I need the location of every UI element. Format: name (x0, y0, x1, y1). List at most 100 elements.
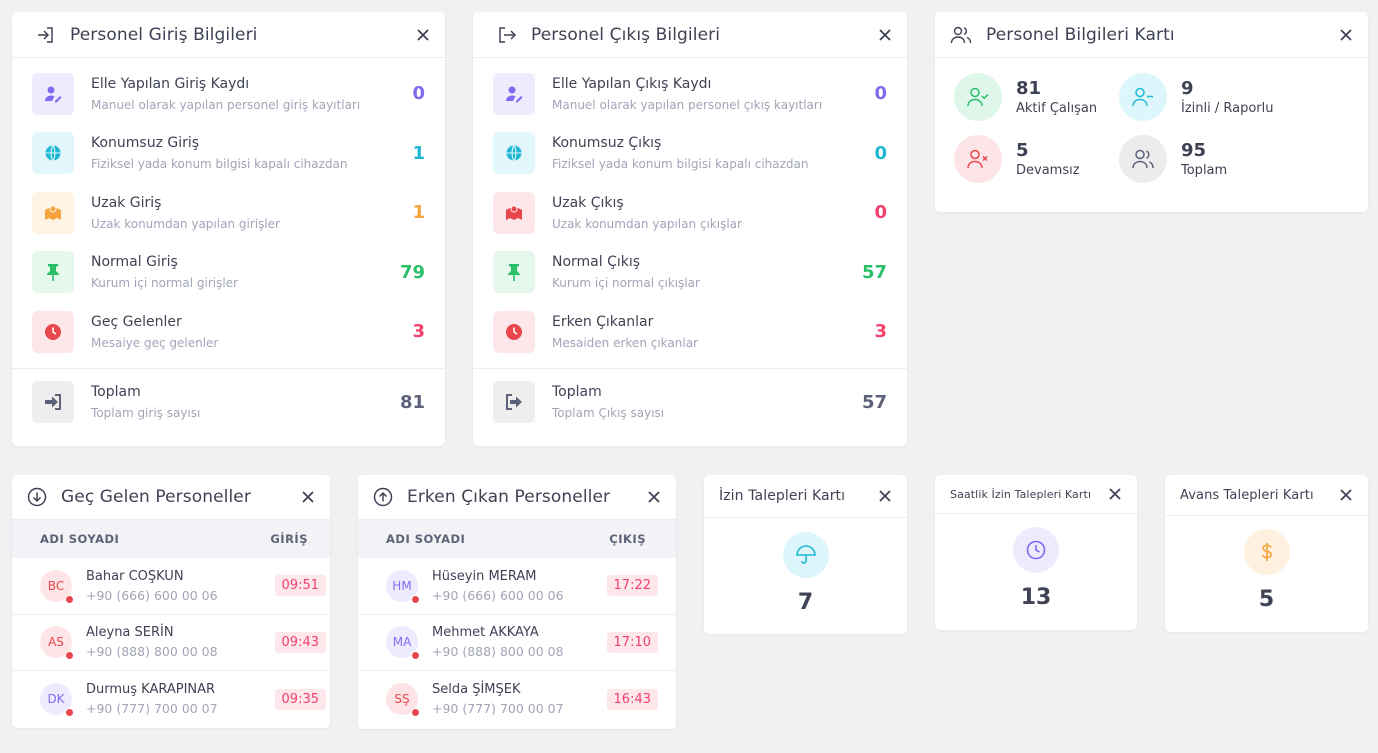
person-phone: +90 (888) 800 00 08 (432, 644, 564, 660)
close-icon[interactable] (1338, 487, 1354, 503)
table-row[interactable]: AS Aleyna SERİN +90 (888) 800 00 08 09:43 (12, 615, 330, 671)
list-item: Uzak Çıkış Uzak konumdan yapılan çıkışlar… (473, 183, 907, 243)
row-value: 0 (874, 83, 887, 105)
card-value: 7 (797, 590, 814, 615)
clock-icon (1013, 527, 1059, 573)
row-value: 1 (412, 142, 425, 164)
personel-bilgileri-card: Personel Bilgileri Kartı 81 Aktif Çalışan… (935, 12, 1368, 212)
umbrella-icon (782, 532, 829, 578)
time-badge: 09:43 (274, 631, 326, 653)
card-header: Saatlik İzin Talepleri Kartı (935, 475, 1137, 514)
table-row[interactable]: DK Durmuş KARAPINAR +90 (777) 700 00 07 0… (12, 671, 330, 728)
card-title: İzin Talepleri Kartı (719, 488, 846, 504)
table-header: ADI SOYADI ÇIKIŞ (358, 520, 676, 558)
status-dot (65, 594, 74, 604)
stat-value: 95 (1181, 140, 1207, 161)
row-value: 0 (412, 83, 425, 105)
list-item: Konumsuz Giriş Fiziksel yada konum bilgis… (12, 124, 445, 184)
user-edit-icon (32, 72, 74, 115)
card-title: Geç Gelen Personeller (61, 487, 251, 507)
table-row[interactable]: SŞ Selda ŞİMŞEK +90 (777) 700 00 07 16:43 (358, 671, 676, 728)
globe-icon (493, 132, 535, 175)
row-desc: Mesaiye geç gelenler (91, 335, 219, 350)
avatar-initials: SŞ (394, 692, 410, 707)
table-row[interactable]: BC Bahar COŞKUN +90 (666) 600 00 06 09:51 (12, 558, 330, 615)
avatar-initials: HM (392, 578, 412, 593)
time-badge: 16:43 (606, 688, 658, 710)
table-row[interactable]: HM Hüseyin MERAM +90 (666) 600 00 06 17:2… (358, 558, 676, 615)
avatar-initials: MA (392, 635, 412, 650)
row-desc: Kurum içi normal çıkışlar (552, 276, 700, 291)
card-header: Avans Talepleri Kartı (1165, 475, 1368, 516)
row-desc: Manuel olarak yapılan personel giriş kay… (91, 97, 361, 112)
time-badge: 09:35 (274, 688, 326, 710)
close-icon[interactable] (646, 489, 662, 505)
sign-out-arrow-icon (493, 381, 535, 424)
list-item: Normal Giriş Kurum içi normal girişler 79 (12, 243, 445, 303)
row-label: Geç Gelenler (91, 313, 182, 330)
person-phone: +90 (666) 600 00 06 (86, 587, 218, 603)
user-minus-icon (1119, 73, 1167, 121)
users-icon (1119, 135, 1167, 183)
list-item: Erken Çıkanlar Mesaiden erken çıkanlar 3 (473, 302, 907, 362)
stat-devamsiz: 5 Devamsız (954, 135, 1080, 183)
row-desc: Manuel olarak yapılan personel çıkış kay… (552, 97, 823, 112)
row-value: 79 (399, 261, 425, 283)
avatar: SŞ (386, 683, 420, 718)
saatlik-izin-card: Saatlik İzin Talepleri Kartı 13 (935, 475, 1137, 630)
row-label: Konumsuz Giriş (91, 135, 200, 152)
globe-icon (32, 132, 74, 175)
row-value: 3 (874, 321, 887, 343)
list-item: Konumsuz Çıkış Fiziksel yada konum bilgis… (473, 124, 907, 184)
close-icon[interactable] (877, 27, 893, 43)
arrow-circle-down-icon (27, 487, 47, 507)
list-item: Normal Çıkış Kurum içi normal çıkışlar 57 (473, 243, 907, 303)
table-row[interactable]: MA Mehmet AKKAYA +90 (888) 800 00 08 17:1… (358, 615, 676, 671)
divider (12, 367, 445, 369)
person-name: Bahar COŞKUN (86, 568, 184, 584)
person-name: Hüseyin MERAM (432, 568, 537, 584)
close-icon[interactable] (1107, 486, 1123, 502)
divider (473, 367, 907, 369)
person-name: Mehmet AKKAYA (432, 625, 539, 641)
status-dot (411, 594, 420, 604)
time-badge: 09:51 (274, 575, 326, 597)
arrow-circle-up-icon (373, 487, 393, 507)
card-title: Avans Talepleri Kartı (1180, 487, 1314, 503)
card-header: Personel Çıkış Bilgileri (473, 12, 907, 58)
time-badge: 17:10 (606, 631, 658, 653)
person-phone: +90 (666) 600 00 06 (432, 587, 564, 603)
person-phone: +90 (888) 800 00 08 (86, 644, 218, 660)
thumbtack-icon (32, 251, 74, 294)
row-value: 1 (412, 202, 425, 224)
row-value: 0 (874, 202, 887, 224)
status-dot (65, 708, 74, 718)
list-item: Geç Gelenler Mesaiye geç gelenler 3 (12, 302, 445, 362)
close-icon[interactable] (877, 488, 893, 504)
column-header-time: ÇIKIŞ (609, 532, 646, 546)
person-phone: +90 (777) 700 00 07 (432, 701, 564, 717)
stat-value: 5 (1016, 140, 1029, 161)
row-label: Elle Yapılan Çıkış Kaydı (552, 75, 712, 92)
avatar: MA (386, 626, 420, 661)
status-dot (411, 651, 420, 661)
card-header: İzin Talepleri Kartı (704, 475, 907, 518)
user-edit-icon (493, 72, 535, 115)
avatar-initials: AS (48, 635, 64, 650)
column-header-time: GİRİŞ (270, 532, 308, 546)
row-desc: Fiziksel yada konum bilgisi kapalı cihaz… (552, 157, 809, 172)
avatar: AS (40, 626, 74, 661)
row-desc: Uzak konumdan yapılan çıkışlar (552, 216, 742, 231)
close-icon[interactable] (300, 489, 316, 505)
row-value: 81 (399, 391, 425, 413)
close-icon[interactable] (415, 27, 431, 43)
list-item: Uzak Giriş Uzak konumdan yapılan girişler… (12, 183, 445, 243)
stat-label: Devamsız (1016, 163, 1080, 178)
row-label: Normal Çıkış (552, 254, 641, 271)
gec-gelen-card: Geç Gelen Personeller ADI SOYADI GİRİŞ B… (12, 475, 330, 728)
card-value: 5 (1258, 587, 1275, 612)
card-header: Personel Giriş Bilgileri (12, 12, 445, 58)
close-icon[interactable] (1338, 27, 1354, 43)
row-desc: Fiziksel yada konum bilgisi kapalı cihaz… (91, 157, 348, 172)
card-header: Erken Çıkan Personeller (358, 475, 676, 520)
